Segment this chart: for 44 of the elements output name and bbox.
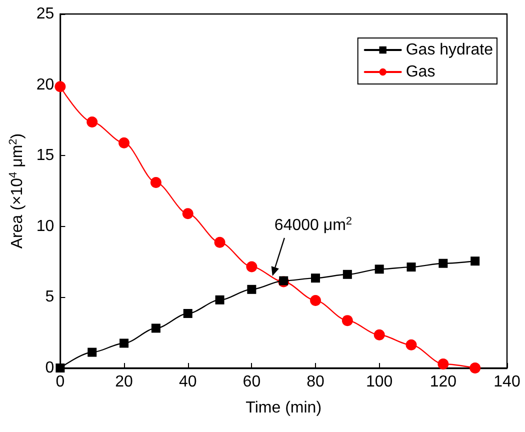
x-tick-label: 140 bbox=[494, 374, 520, 390]
y-tick-label: 25 bbox=[36, 6, 54, 22]
point bbox=[120, 338, 129, 348]
point bbox=[54, 81, 66, 92]
point bbox=[470, 256, 480, 266]
x-tick-label: 20 bbox=[115, 374, 134, 390]
y-tick-label: 0 bbox=[45, 360, 54, 376]
point bbox=[86, 116, 98, 128]
point bbox=[374, 264, 384, 274]
point bbox=[214, 236, 226, 248]
point bbox=[215, 295, 224, 304]
point bbox=[247, 284, 256, 294]
y-tick-label: 20 bbox=[36, 76, 54, 94]
legend-label: Gas hydrate bbox=[406, 42, 494, 58]
x-axis-title: Time (min) bbox=[246, 400, 322, 416]
y-axis-title: Area (×104 μm2) bbox=[8, 133, 26, 249]
x-tick-label: 0 bbox=[56, 374, 65, 390]
point bbox=[118, 137, 130, 148]
legend-label: Gas bbox=[406, 64, 436, 80]
point bbox=[183, 308, 192, 318]
point bbox=[406, 262, 416, 272]
x-tick-label: 80 bbox=[306, 374, 325, 390]
point bbox=[182, 208, 194, 220]
y-tick-label: 5 bbox=[45, 288, 54, 306]
point bbox=[470, 362, 481, 374]
x-tick-label: 120 bbox=[430, 374, 457, 390]
point bbox=[88, 348, 97, 357]
point bbox=[56, 364, 65, 372]
point bbox=[311, 274, 320, 283]
point bbox=[342, 315, 353, 326]
point bbox=[438, 358, 449, 370]
y-tick-label: 15 bbox=[36, 147, 54, 164]
x-tick-label: 60 bbox=[242, 374, 261, 390]
point bbox=[151, 324, 160, 333]
y-tick-label: 10 bbox=[36, 218, 54, 235]
x-tick-label: 100 bbox=[366, 374, 393, 390]
x-tick-label: 40 bbox=[178, 374, 197, 390]
point bbox=[342, 270, 352, 279]
point bbox=[150, 177, 162, 188]
point bbox=[246, 261, 258, 272]
point bbox=[438, 258, 448, 268]
point bbox=[406, 339, 417, 350]
point bbox=[310, 294, 322, 306]
point bbox=[374, 329, 385, 340]
